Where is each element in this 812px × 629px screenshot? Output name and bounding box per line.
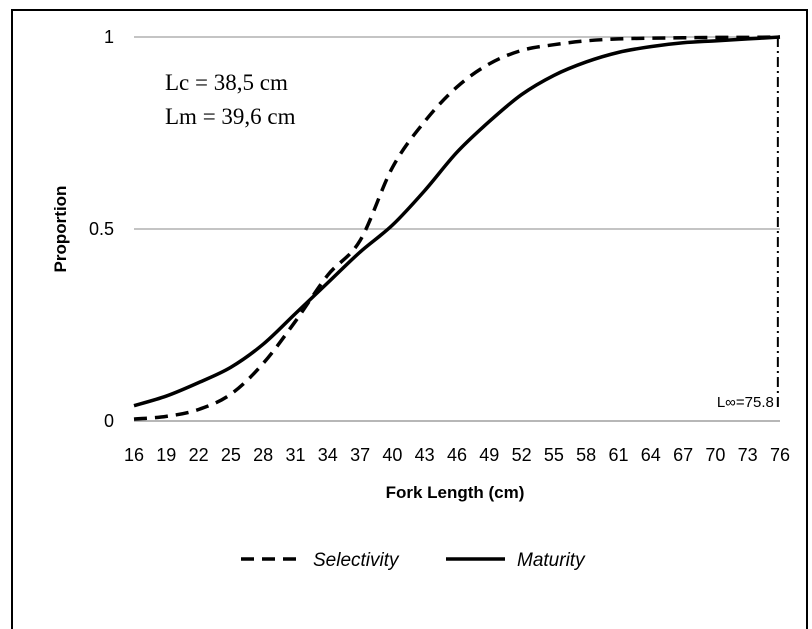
series-line-maturity bbox=[133, 35, 781, 408]
chart-svg: 00.51 16 19 22 25 28 31 34 37 40 43 46 49 52 55 58 61 64… bbox=[51, 27, 790, 571]
x-tick-label: 40 bbox=[382, 445, 402, 465]
x-tick-label: 58 bbox=[576, 445, 596, 465]
x-tick-label: 22 bbox=[189, 445, 209, 465]
x-tick-labels: 16 19 22 25 28 31 34 37 40 43 46 49 52 55 58 61 64 67 70 73… bbox=[124, 445, 790, 465]
lc-annotation: Lc = 38,5 cm bbox=[165, 70, 288, 95]
x-tick-label: 70 bbox=[705, 445, 725, 465]
x-tick-label: 61 bbox=[608, 445, 628, 465]
x-tick-label: 28 bbox=[253, 445, 273, 465]
grid-lines bbox=[134, 36, 780, 422]
y-tick-label: 0 bbox=[104, 411, 114, 431]
x-tick-label: 31 bbox=[285, 445, 305, 465]
x-tick-label: 76 bbox=[770, 445, 790, 465]
x-tick-label: 34 bbox=[318, 445, 338, 465]
series-line-selectivity bbox=[133, 35, 781, 421]
x-tick-label: 52 bbox=[512, 445, 532, 465]
series-lines bbox=[133, 35, 781, 421]
y-axis-title: Proportion bbox=[51, 186, 70, 273]
x-axis-title: Fork Length (cm) bbox=[386, 483, 525, 502]
y-tick-label: 0.5 bbox=[89, 219, 114, 239]
lm-annotation: Lm = 39,6 cm bbox=[165, 104, 296, 129]
x-tick-label: 25 bbox=[221, 445, 241, 465]
legend-maturity-label: Maturity bbox=[517, 550, 586, 571]
x-tick-label: 37 bbox=[350, 445, 370, 465]
x-tick-label: 64 bbox=[641, 445, 661, 465]
x-tick-label: 19 bbox=[156, 445, 176, 465]
x-tick-label: 46 bbox=[447, 445, 467, 465]
x-tick-label: 55 bbox=[544, 445, 564, 465]
chart-frame bbox=[11, 9, 808, 629]
legend: Selectivity Maturity bbox=[241, 550, 586, 571]
x-tick-label: 67 bbox=[673, 445, 693, 465]
x-tick-label: 43 bbox=[415, 445, 435, 465]
x-tick-label: 49 bbox=[479, 445, 499, 465]
y-tick-labels: 00.51 bbox=[89, 27, 114, 431]
x-tick-label: 73 bbox=[738, 445, 758, 465]
x-tick-label: 16 bbox=[124, 445, 144, 465]
legend-selectivity-label: Selectivity bbox=[313, 550, 400, 571]
y-tick-label: 1 bbox=[104, 27, 114, 47]
linf-label: L∞=75.8 bbox=[717, 394, 774, 411]
